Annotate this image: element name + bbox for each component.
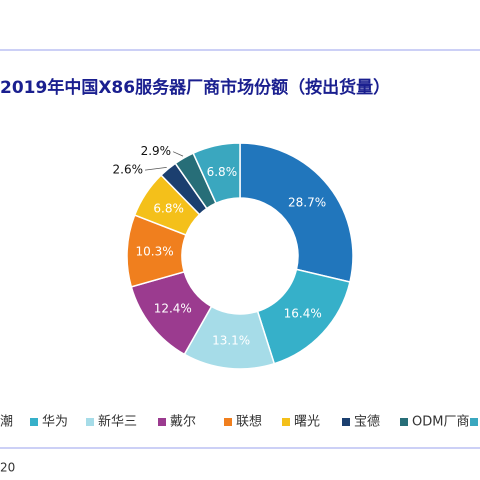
leader-line <box>144 166 167 171</box>
legend-label: 新华三 <box>98 414 137 430</box>
value-label: 13.1% <box>212 334 250 348</box>
value-label: 6.8% <box>207 165 238 179</box>
value-label: 12.4% <box>154 301 192 315</box>
slice <box>239 142 354 283</box>
value-label: 2.9% <box>141 144 172 158</box>
slice <box>192 142 241 205</box>
legend-swatch <box>470 418 478 426</box>
legend: 潮 华为 新华三 戴尔 联想 曙光 宝德 ODM厂商 <box>0 414 478 430</box>
value-label: 2.6% <box>113 163 144 177</box>
legend-label: 曙光 <box>294 415 320 430</box>
legend-swatch <box>282 418 290 426</box>
donut: 28.7% 16.4% 13.1% 12.4% 10.3% 6.8% 2.6% 2.9% 6.8… <box>113 142 354 370</box>
value-label: 28.7% <box>288 195 326 209</box>
legend-label: 戴尔 <box>170 415 196 430</box>
value-label: 16.4% <box>284 307 322 321</box>
value-label: 10.3% <box>136 244 174 258</box>
legend-swatch <box>224 418 232 426</box>
legend-label: ODM厂商 <box>412 415 469 430</box>
legend-swatch <box>400 418 408 426</box>
legend-swatch <box>30 418 38 426</box>
legend-label: 潮 <box>0 415 13 430</box>
value-label: 6.8% <box>153 201 184 215</box>
footer: 20 <box>0 461 15 475</box>
legend-swatch <box>342 418 350 426</box>
legend-label: 联想 <box>236 414 262 430</box>
legend-label: 宝德 <box>354 415 380 430</box>
legend-label: 华为 <box>42 415 68 430</box>
chart-title: 2019年中国X86服务器厂商市场份额（按出货量） <box>0 77 390 98</box>
leader-line <box>172 151 184 157</box>
legend-swatch <box>158 418 166 426</box>
legend-swatch <box>86 418 94 426</box>
